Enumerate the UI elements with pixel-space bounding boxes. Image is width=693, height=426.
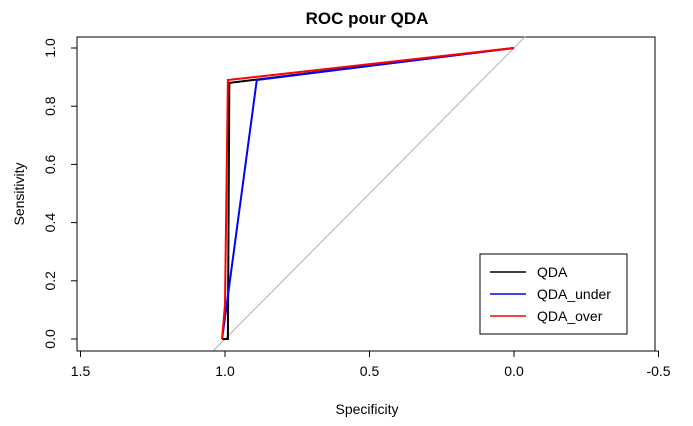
x-tick-label: 1.5 (71, 363, 91, 379)
chart-title: ROC pour QDA (306, 9, 429, 28)
series-line-qda-over (221, 47, 515, 340)
legend: QDA QDA_under QDA_over (479, 253, 628, 335)
x-tick-label: 1.0 (215, 363, 235, 379)
series-line-qda-under (221, 47, 515, 340)
x-tick-label: 0.0 (504, 363, 524, 379)
y-tick-label: 0.6 (42, 154, 58, 174)
legend-label: QDA_under (537, 286, 611, 302)
x-tick-label: 0.5 (360, 363, 380, 379)
y-tick-label: 1.0 (42, 38, 58, 58)
x-axis-label: Specificity (335, 401, 398, 417)
y-axis-label: Sensitivity (11, 162, 27, 225)
x-tick-label: -0.5 (646, 363, 670, 379)
legend-label: QDA_over (537, 308, 603, 324)
legend-label: QDA (537, 264, 568, 280)
y-tick-label: 0.2 (42, 271, 58, 291)
reference-diagonal-line (213, 36, 526, 351)
y-tick-label: 0.4 (42, 213, 58, 233)
y-tick-label: 0.0 (42, 329, 58, 349)
y-tick-label: 0.8 (42, 96, 58, 116)
